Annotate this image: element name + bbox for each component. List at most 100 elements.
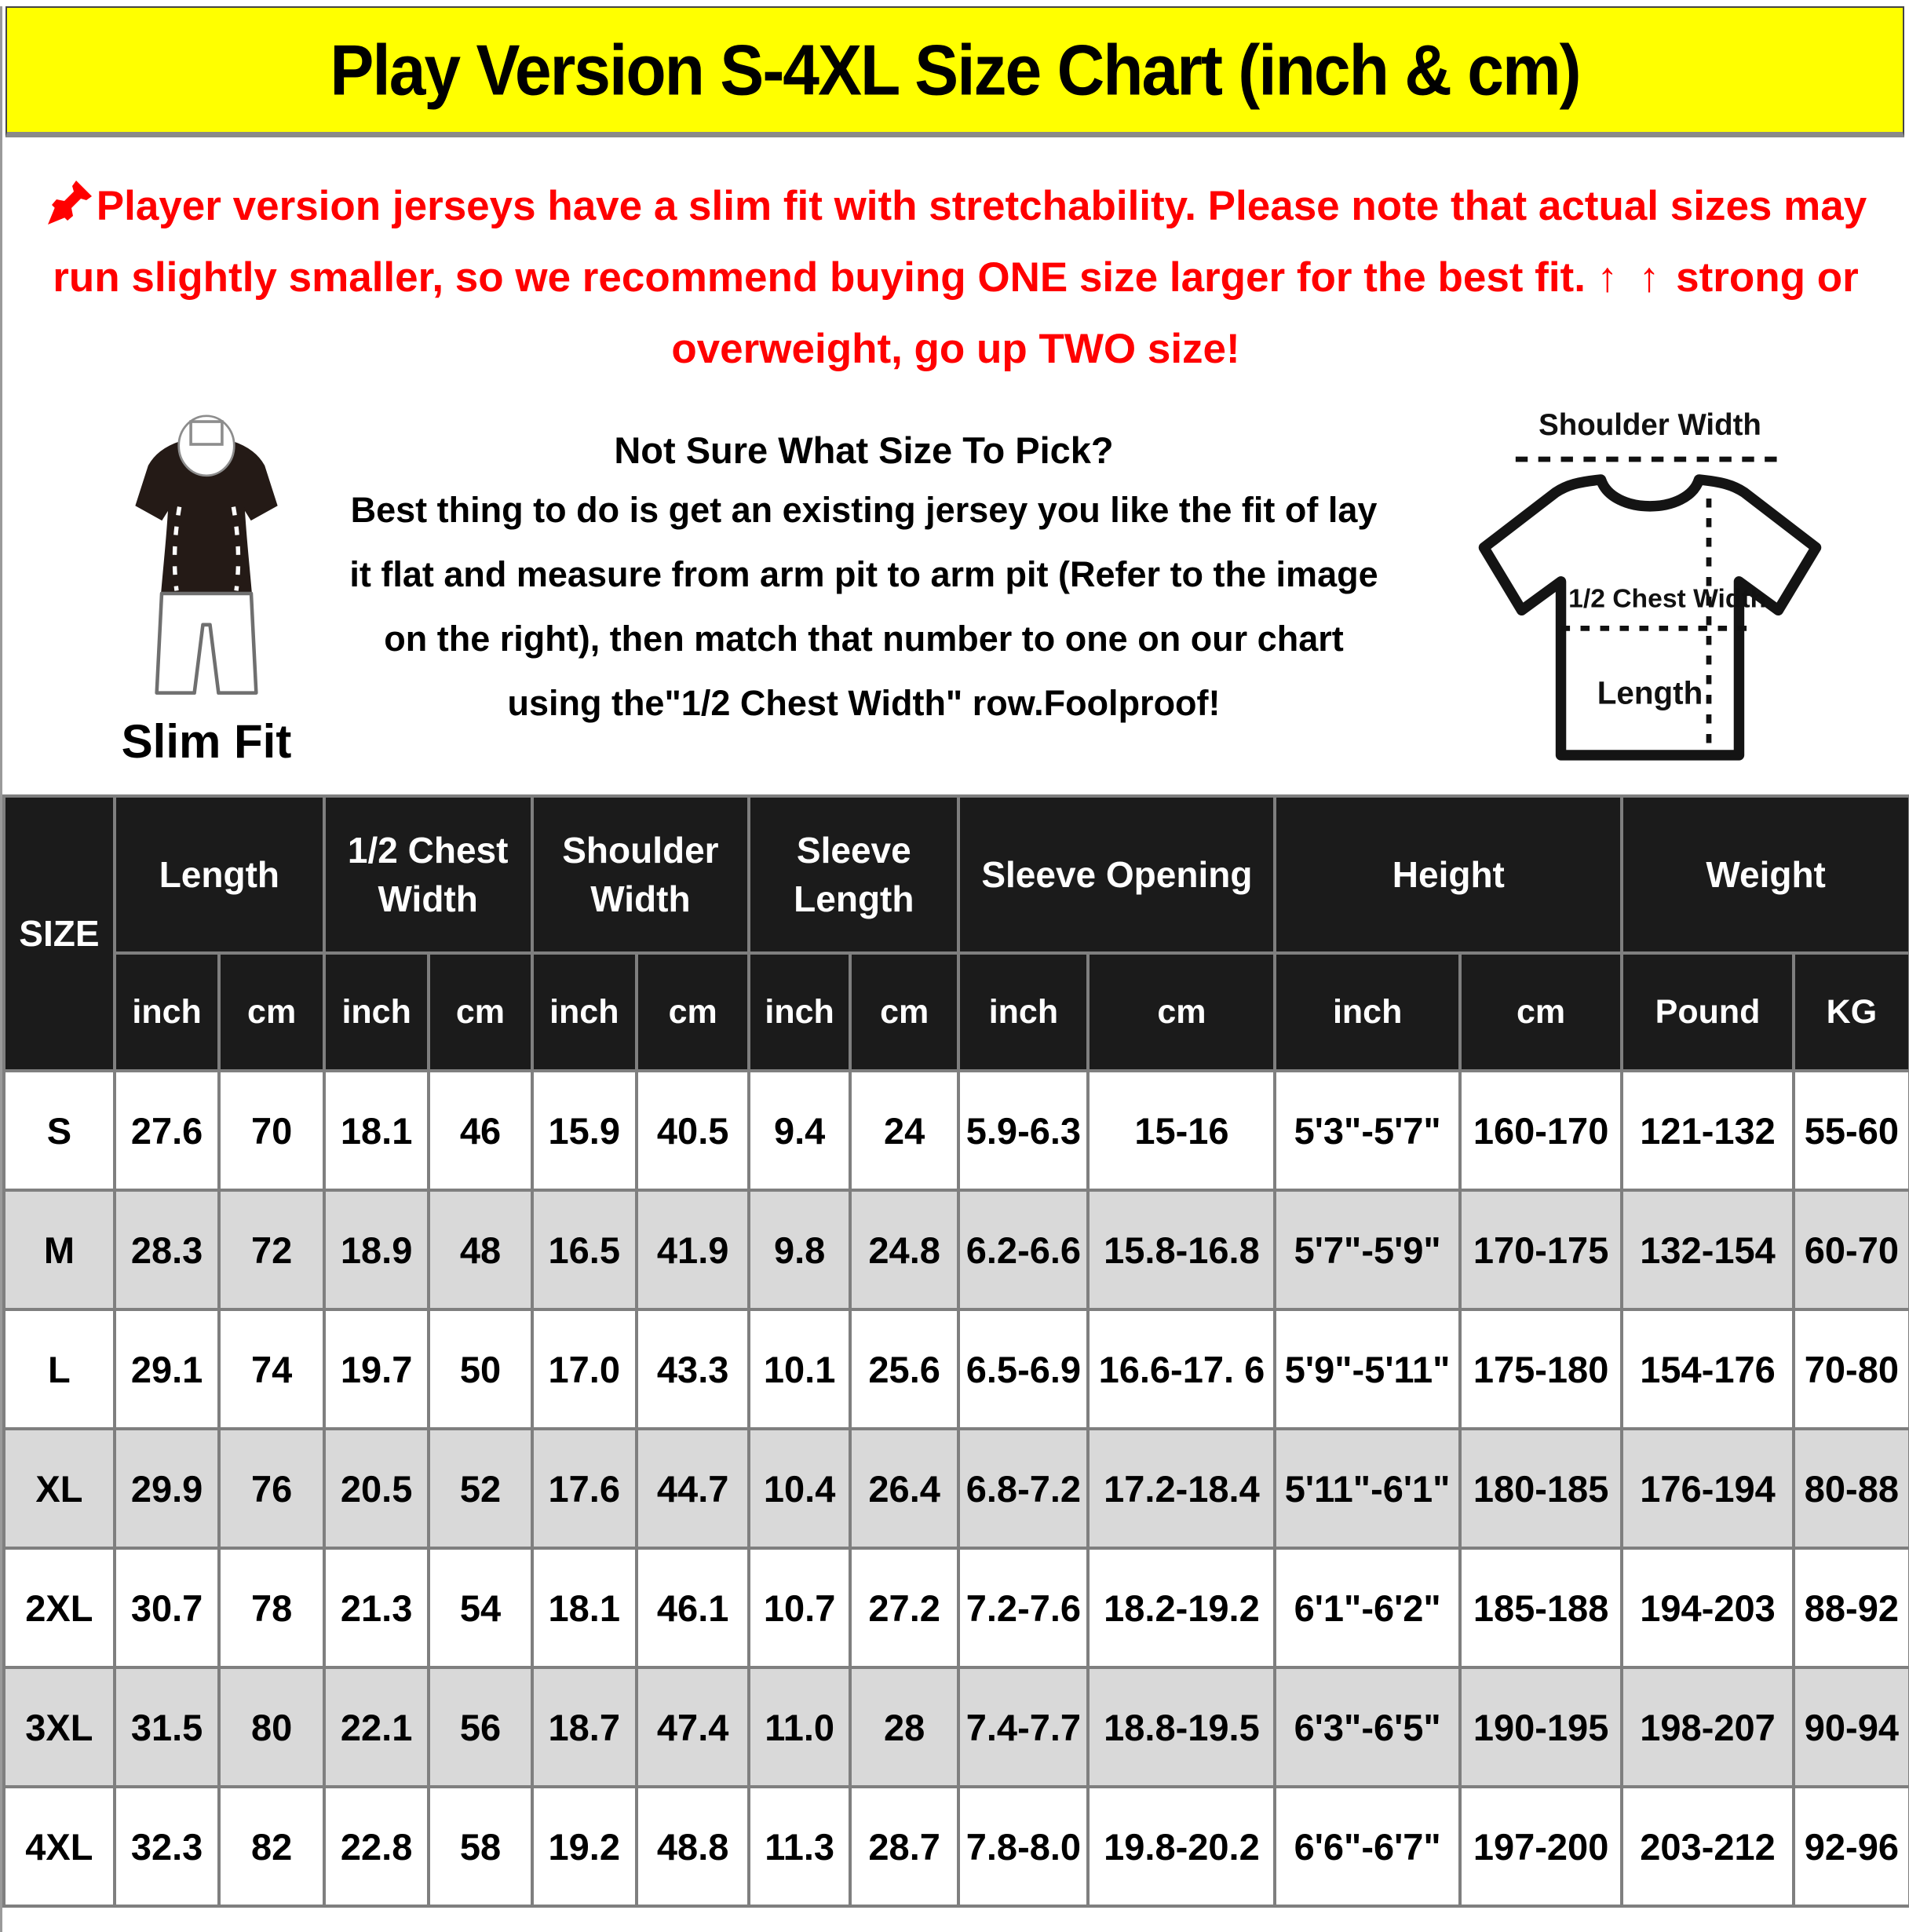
table-cell: 76 [217, 1427, 326, 1550]
measurement-diagram-block: Shoulder Width 1/2 Chest Width Length [1414, 400, 1885, 793]
table-cell: 29.1 [112, 1308, 221, 1431]
table-cell: 28 [848, 1666, 961, 1789]
slim-fit-label: Slim Fit [121, 715, 292, 769]
table-cell: 6.5-6.9 [957, 1308, 1090, 1431]
column-sub-header: inch [1273, 951, 1462, 1073]
table-cell: 48.8 [635, 1785, 751, 1908]
table-cell: 70 [217, 1069, 326, 1192]
table-cell: 194-203 [1620, 1547, 1795, 1670]
table-cell: 9.8 [747, 1189, 852, 1312]
table-row: 3XL 31.5 80 22.1 56 18.7 47.4 11.0 28 7.4-7.7 18.8… [2, 1666, 1909, 1789]
row-size-label: 3XL [2, 1666, 116, 1789]
table-cell: 18.9 [322, 1189, 431, 1312]
table-cell: 47.4 [635, 1666, 751, 1789]
table-cell: 56 [427, 1666, 534, 1789]
size-help-heading: Not Sure What Size To Pick? [614, 429, 1114, 472]
table-cell: 28.3 [112, 1189, 221, 1312]
table-cell: 11.0 [747, 1666, 852, 1789]
column-sub-header: inch [957, 951, 1090, 1073]
table-cell: 52 [427, 1427, 534, 1550]
table-cell: 92-96 [1791, 1785, 1909, 1908]
table-cell: 21.3 [322, 1547, 431, 1670]
table-cell: 44.7 [635, 1427, 751, 1550]
column-group-header: 1/2 Chest Width [322, 794, 534, 955]
column-sub-header: cm [217, 951, 326, 1073]
table-cell: 6'3"-6'5" [1273, 1666, 1462, 1789]
table-cell: 50 [427, 1308, 534, 1431]
column-group-header: Sleeve Opening [957, 794, 1277, 955]
column-sub-header: cm [1458, 951, 1624, 1073]
column-sub-header: cm [848, 951, 961, 1073]
column-sub-header: KG [1791, 951, 1909, 1073]
column-group-header: Height [1273, 794, 1624, 955]
table-cell: 5'3"-5'7" [1273, 1069, 1462, 1192]
column-group-header: Shoulder Width [530, 794, 751, 955]
title-banner: Play Version S-4XL Size Chart (inch & cm… [5, 6, 1904, 137]
table-cell: 185-188 [1458, 1547, 1624, 1670]
table-cell: 15.9 [530, 1069, 639, 1192]
column-sub-header: cm [427, 951, 534, 1073]
tshirt-diagram-icon: Shoulder Width 1/2 Chest Width Length [1478, 409, 1822, 761]
table-cell: 17.0 [530, 1308, 639, 1431]
table-cell: 19.7 [322, 1308, 431, 1431]
table-cell: 9.4 [747, 1069, 852, 1192]
table-cell: 46.1 [635, 1547, 751, 1670]
table-cell: 10.4 [747, 1427, 852, 1550]
table-cell: 41.9 [635, 1189, 751, 1312]
diagram-length-label: Length [1597, 675, 1703, 711]
table-cell: 28.7 [848, 1785, 961, 1908]
slim-fit-figure-icon [135, 415, 278, 696]
column-group-header: Sleeve Length [747, 794, 961, 955]
table-cell: 24.8 [848, 1189, 961, 1312]
row-size-label: 2XL [2, 1547, 116, 1670]
row-size-label: S [2, 1069, 116, 1192]
table-row: M 28.3 72 18.9 48 16.5 41.9 9.8 24.8 6.2-6.6 15.8-… [2, 1189, 1909, 1312]
table-row: L 29.1 74 19.7 50 17.0 43.3 10.1 25.6 6.5-6.9 16.6… [2, 1308, 1909, 1431]
row-size-label: M [2, 1189, 116, 1312]
table-cell: 18.1 [530, 1547, 639, 1670]
table-cell: 5'11"-6'1" [1273, 1427, 1462, 1550]
table-cell: 7.4-7.7 [957, 1666, 1090, 1789]
table-cell: 10.1 [747, 1308, 852, 1431]
column-sub-header: inch [112, 951, 221, 1073]
table-cell: 7.8-8.0 [957, 1785, 1090, 1908]
table-cell: 25.6 [848, 1308, 961, 1431]
notice-text-start: Player version jerseys have a slim fit w… [53, 183, 1867, 301]
table-cell: 11.3 [747, 1785, 852, 1908]
diagram-chest-label: 1/2 Chest Width [1568, 585, 1766, 614]
table-cell: 40.5 [635, 1069, 751, 1192]
table-cell: 6'1"-6'2" [1273, 1547, 1462, 1670]
table-cell: 180-185 [1458, 1427, 1624, 1550]
table-cell: 80 [217, 1666, 326, 1789]
table-cell: 18.7 [530, 1666, 639, 1789]
table-cell: 82 [217, 1785, 326, 1908]
table-cell: 190-195 [1458, 1666, 1624, 1789]
table-cell: 18.2-19.2 [1086, 1547, 1277, 1670]
size-chart-page: Play Version S-4XL Size Chart (inch & cm… [0, 6, 1909, 1932]
table-row: 4XL 32.3 82 22.8 58 19.2 48.8 11.3 28.7 7.8-8.0 19… [2, 1785, 1909, 1908]
table-cell: 170-175 [1458, 1189, 1624, 1312]
table-cell: 54 [427, 1547, 534, 1670]
table-cell: 26.4 [848, 1427, 961, 1550]
table-cell: 74 [217, 1308, 326, 1431]
table-cell: 132-154 [1620, 1189, 1795, 1312]
notice-text-end: strong or overweight, go up TWO size! [671, 254, 1859, 373]
table-cell: 5'9"-5'11" [1273, 1308, 1462, 1431]
table-cell: 24 [848, 1069, 961, 1192]
table-cell: 17.6 [530, 1427, 639, 1550]
table-cell: 31.5 [112, 1666, 221, 1789]
table-cell: 30.7 [112, 1547, 221, 1670]
page-title: Play Version S-4XL Size Chart (inch & cm… [330, 29, 1581, 110]
table-cell: 15-16 [1086, 1069, 1277, 1192]
table-cell: 15.8-16.8 [1086, 1189, 1277, 1312]
fit-notice: Player version jerseys have a slim fit w… [22, 170, 1890, 385]
table-cell: 175-180 [1458, 1308, 1624, 1431]
column-sub-header: inch [747, 951, 852, 1073]
table-row: S 27.6 70 18.1 46 15.9 40.5 9.4 24 5.9-6.3 15-16 5'… [2, 1069, 1909, 1192]
table-cell: 176-194 [1620, 1427, 1795, 1550]
table-cell: 88-92 [1791, 1547, 1909, 1670]
table-cell: 198-207 [1620, 1666, 1795, 1789]
table-cell: 18.1 [322, 1069, 431, 1192]
column-sub-header: cm [635, 951, 751, 1073]
column-group-header: Weight [1620, 794, 1909, 955]
